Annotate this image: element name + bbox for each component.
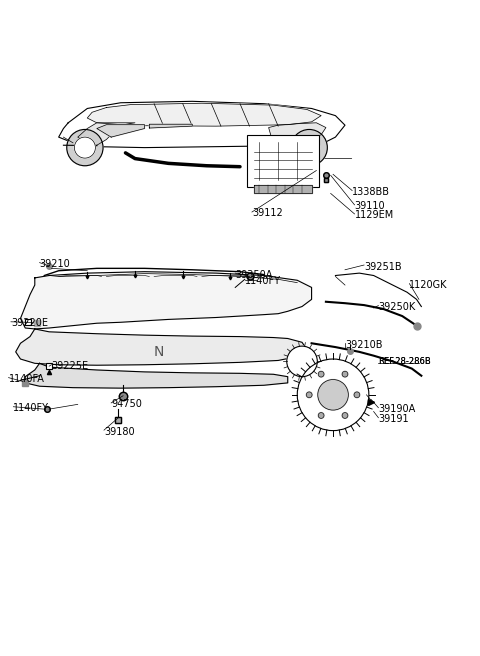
Circle shape — [318, 371, 324, 377]
Circle shape — [297, 359, 369, 430]
Text: 39110: 39110 — [355, 201, 385, 211]
Polygon shape — [25, 363, 288, 388]
Text: REF.28-286B: REF.28-286B — [378, 357, 431, 366]
Text: 39225E: 39225E — [51, 361, 89, 371]
Polygon shape — [16, 329, 307, 365]
Text: REF.28-286B: REF.28-286B — [378, 357, 431, 366]
Circle shape — [318, 380, 348, 410]
Text: 39220E: 39220E — [11, 318, 48, 328]
Polygon shape — [59, 101, 345, 148]
Circle shape — [299, 137, 320, 158]
Circle shape — [287, 346, 317, 377]
Text: 39210: 39210 — [39, 258, 70, 268]
Circle shape — [354, 392, 360, 398]
Circle shape — [74, 137, 96, 158]
Circle shape — [342, 371, 348, 377]
Polygon shape — [78, 123, 135, 145]
Text: 1140FA: 1140FA — [9, 374, 45, 384]
Circle shape — [342, 413, 348, 419]
Text: 39190A: 39190A — [378, 404, 416, 414]
Polygon shape — [254, 185, 312, 194]
Text: 39251B: 39251B — [364, 262, 402, 272]
Circle shape — [291, 129, 327, 166]
Polygon shape — [87, 103, 321, 126]
Polygon shape — [149, 124, 192, 128]
Text: 1129EM: 1129EM — [355, 210, 394, 220]
Text: 39112: 39112 — [252, 209, 283, 218]
Polygon shape — [97, 125, 144, 137]
Text: 1338BB: 1338BB — [352, 187, 390, 197]
FancyBboxPatch shape — [247, 134, 319, 187]
Circle shape — [67, 129, 103, 166]
Text: 39191: 39191 — [378, 414, 409, 424]
Text: 39250K: 39250K — [378, 302, 416, 312]
Text: 94750: 94750 — [111, 400, 142, 409]
Polygon shape — [21, 272, 312, 329]
Text: 39350A: 39350A — [235, 270, 273, 279]
Text: 39210B: 39210B — [345, 340, 383, 350]
Polygon shape — [269, 123, 326, 147]
Text: 39180: 39180 — [104, 426, 134, 436]
Circle shape — [306, 392, 312, 398]
Text: 1120GK: 1120GK — [409, 280, 448, 290]
Text: N: N — [154, 345, 164, 359]
Text: 1140FY: 1140FY — [245, 276, 281, 286]
Circle shape — [318, 413, 324, 419]
Text: 1140FY: 1140FY — [13, 403, 49, 413]
